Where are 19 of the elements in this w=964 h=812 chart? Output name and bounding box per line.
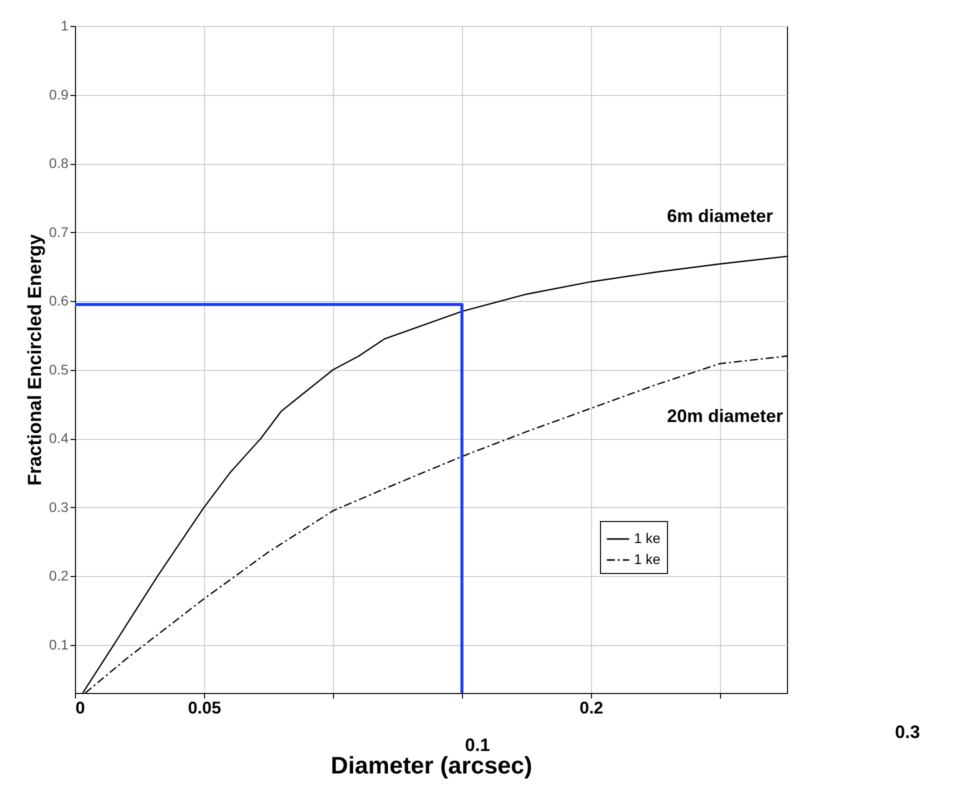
y-axis-title: Fractional Encircled Energy [25, 234, 46, 486]
y-tick-label: 0.5 [49, 361, 69, 378]
y-tick-label: 0.7 [49, 224, 69, 240]
legend-label: 1 ke [634, 530, 661, 546]
y-tick-label: 1 [60, 18, 69, 34]
y-tick-label: 0.4 [49, 430, 69, 446]
y-tick-label: 0.2 [49, 568, 69, 584]
legend-label: 1 ke [634, 551, 661, 567]
y-tick-label: 0.3 [49, 498, 69, 515]
y-tick-label: 0.8 [49, 155, 69, 172]
text: 0.3 [895, 722, 920, 743]
y-tick-label: 0.6 [49, 292, 69, 309]
y-tick-label: 0.9 [49, 86, 69, 102]
y-tick-label: 0.1 [49, 636, 69, 652]
x-tick-label: 0.2 [580, 698, 604, 718]
annotation: 20m diameter [667, 406, 784, 427]
x-tick-label: 0.05 [188, 698, 222, 718]
annotation: 6m diameter [667, 206, 774, 227]
x-tick-label: 0 [76, 698, 85, 718]
